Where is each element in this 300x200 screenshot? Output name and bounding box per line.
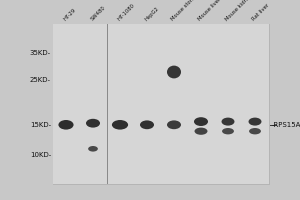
- Ellipse shape: [248, 118, 262, 126]
- Text: SW480: SW480: [89, 5, 106, 22]
- Text: Mouse kidney: Mouse kidney: [224, 0, 254, 22]
- Text: HT-29: HT-29: [62, 8, 77, 22]
- Ellipse shape: [58, 120, 74, 130]
- Ellipse shape: [194, 128, 208, 135]
- Ellipse shape: [194, 117, 208, 126]
- Ellipse shape: [221, 118, 235, 126]
- Ellipse shape: [249, 128, 261, 134]
- Text: Mouse liver: Mouse liver: [197, 0, 222, 22]
- Text: 15KD-: 15KD-: [30, 122, 51, 128]
- Text: 10KD-: 10KD-: [30, 152, 51, 158]
- Ellipse shape: [112, 120, 128, 130]
- Ellipse shape: [140, 120, 154, 129]
- Text: 25KD-: 25KD-: [30, 77, 51, 83]
- Text: HT-1080: HT-1080: [116, 3, 136, 22]
- Text: HepG2: HepG2: [143, 6, 160, 22]
- Ellipse shape: [167, 120, 181, 129]
- Ellipse shape: [222, 128, 234, 134]
- Text: Mouse stomach: Mouse stomach: [170, 0, 203, 22]
- Text: -RPS15A: -RPS15A: [272, 122, 300, 128]
- Text: Rat liver: Rat liver: [251, 3, 271, 22]
- Ellipse shape: [167, 66, 181, 78]
- Ellipse shape: [88, 146, 98, 152]
- Ellipse shape: [86, 119, 100, 128]
- Text: 35KD-: 35KD-: [30, 50, 51, 56]
